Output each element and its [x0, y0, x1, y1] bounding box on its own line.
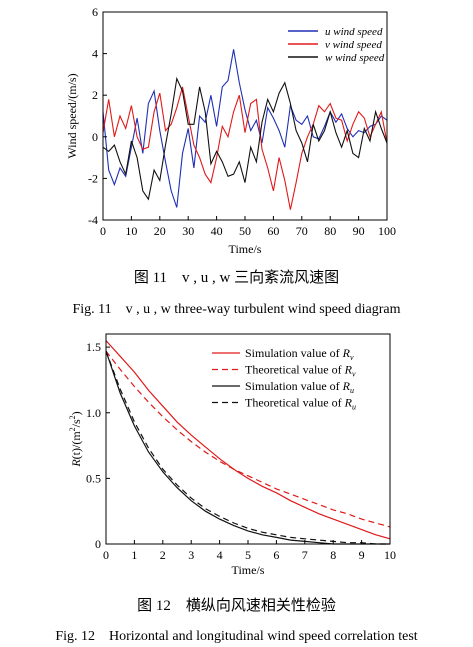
fig12-x-tick-label: 3	[188, 548, 194, 562]
figure-11-chart: 0 10 20 30 40 50 60 70 80 90 100 -4 -2 0 2 4 6 Time/s W…	[65, 5, 396, 256]
fig12-x-tick-label: 1	[131, 548, 137, 562]
fig12-x-axis-label: Time/s	[232, 563, 265, 577]
fig11-y-tick-label: -4	[88, 213, 98, 227]
fig11-y-tick-label: 4	[92, 47, 98, 61]
fig11-legend-label-w: w wind speed	[325, 52, 385, 64]
fig12-legend-label-3: Theoretical value of Ru	[245, 396, 356, 412]
fig11-legend-label-v: v wind speed	[325, 39, 382, 51]
fig11-x-tick-label: 20	[154, 224, 166, 238]
fig12-series-line-1	[105, 350, 391, 528]
fig11-x-tick-label: 100	[378, 224, 396, 238]
fig11-x-tick-label: 30	[182, 224, 194, 238]
figure-11-caption-en: Fig. 11 v , u , w three-way turbulent wi…	[72, 302, 401, 317]
figure-11-caption-zh: 图 11 v , u , w 三向紊流风速图	[133, 270, 340, 286]
fig12-legend-label-1: Theoretical value of Rv	[245, 363, 356, 379]
fig11-y-tick-label: 0	[92, 130, 98, 144]
fig12-x-tick-label: 2	[160, 548, 166, 562]
fig12-y-ticks: 0 0.5 1.0 1.5	[86, 340, 110, 551]
fig11-series-line-u	[102, 49, 388, 208]
fig11-x-tick-label: 50	[239, 224, 251, 238]
fig12-x-tick-label: 0	[103, 548, 109, 562]
fig11-y-tick-label: 6	[92, 5, 98, 19]
fig12-series-line-0	[105, 340, 391, 540]
fig11-x-tick-label: 90	[353, 224, 365, 238]
fig11-legend-label-u: u wind speed	[325, 26, 383, 38]
fig11-x-ticks: 0 10 20 30 40 50 60 70 80 90 100	[100, 216, 396, 238]
fig11-legend: u wind speed v wind speed w wind speed	[288, 26, 385, 64]
fig12-x-tick-label: 5	[245, 548, 251, 562]
fig12-x-tick-label: 7	[302, 548, 308, 562]
fig11-x-tick-label: 40	[211, 224, 223, 238]
fig11-y-ticks: -4 -2 0 2 4 6	[88, 5, 107, 227]
fig12-x-ticks: 0 1 2 3 4 5 6 7 8 9 10	[103, 540, 396, 562]
fig11-x-tick-label: 0	[100, 224, 106, 238]
figure-12-caption-en: Fig. 12 Horizontal and longitudinal wind…	[55, 629, 418, 644]
fig11-x-tick-label: 80	[324, 224, 336, 238]
fig12-legend-label-2: Simulation value of Ru	[245, 379, 354, 395]
fig12-series-line-3	[105, 350, 390, 545]
figure-12-chart: 0 1 2 3 4 5 6 7 8 9 10 0 0.5 1.0 1.5 Time/s R(t)/(m2/…	[68, 333, 396, 577]
fig12-legend-label-0: Simulation value of Rv	[245, 346, 354, 362]
fig12-x-tick-label: 9	[359, 548, 365, 562]
fig12-x-tick-label: 8	[330, 548, 336, 562]
fig11-x-tick-label: 10	[125, 224, 137, 238]
fig11-lines	[102, 49, 388, 210]
fig12-y-tick-label: 0	[95, 537, 101, 551]
fig11-y-tick-label: 2	[92, 88, 98, 102]
fig12-x-tick-label: 10	[384, 548, 396, 562]
fig11-series-line-v	[102, 86, 388, 210]
fig11-y-axis-label: Wind speed/(m/s)	[65, 73, 79, 158]
fig11-y-tick-label: -2	[88, 171, 98, 185]
figure-12-caption-zh: 图 12 横纵向风速相关性检验	[137, 598, 336, 614]
fig12-y-axis-label: R(t)/(m2/s2)	[68, 411, 83, 467]
fig11-x-axis-label: Time/s	[229, 242, 262, 256]
fig11-x-tick-label: 60	[267, 224, 279, 238]
fig11-x-tick-label: 70	[296, 224, 308, 238]
fig12-y-tick-label: 1.5	[86, 340, 101, 354]
fig12-y-tick-label: 1.0	[86, 406, 101, 420]
fig12-x-tick-label: 6	[273, 548, 279, 562]
fig11-series-line-w	[102, 76, 388, 201]
fig12-x-tick-label: 4	[217, 548, 223, 562]
fig12-y-tick-label: 0.5	[86, 471, 101, 485]
